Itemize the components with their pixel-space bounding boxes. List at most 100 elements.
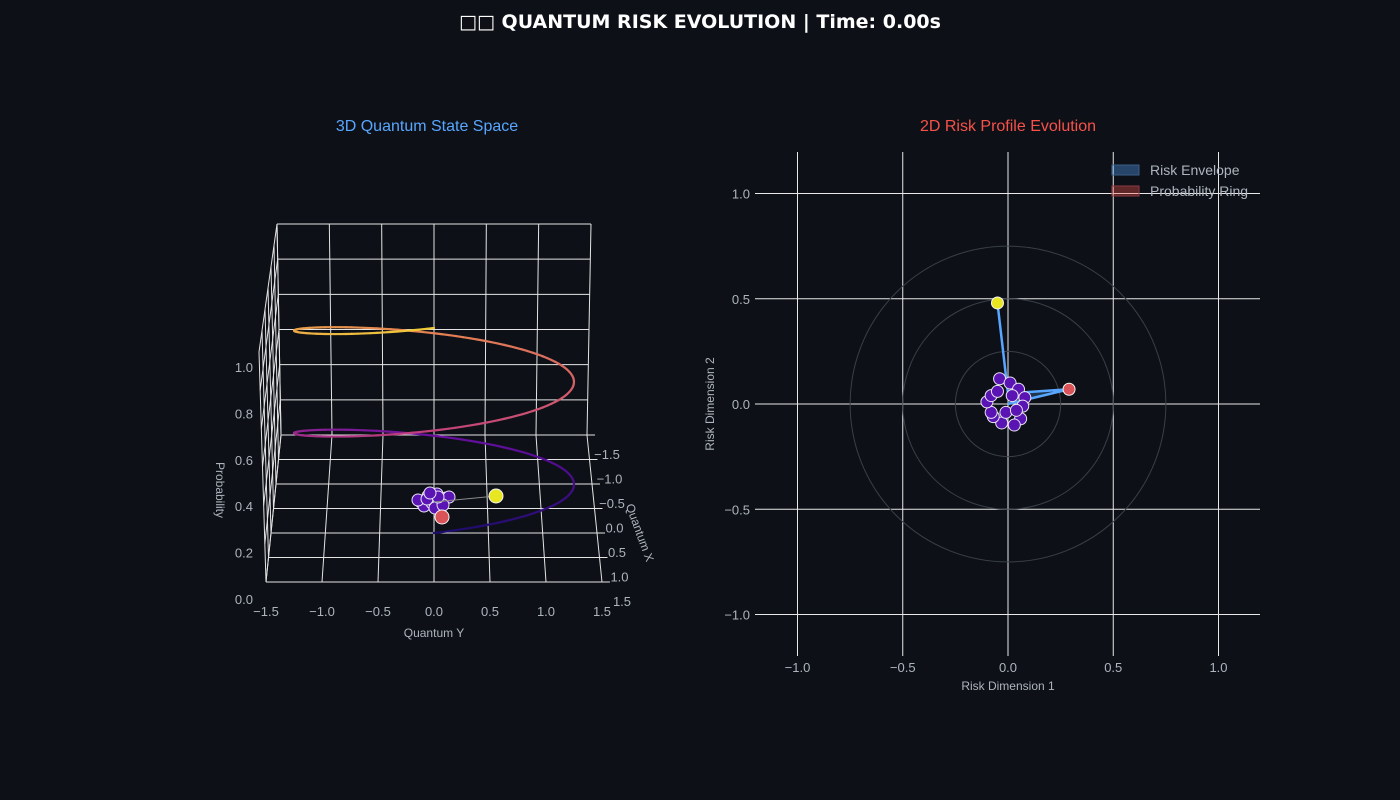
risk-envelope — [996, 302, 1071, 406]
y-tick-label: 0.5 — [481, 604, 499, 619]
helix-segment — [469, 337, 479, 341]
y-tick-label: 1.0 — [537, 604, 555, 619]
helix-segment — [410, 328, 421, 332]
probability-ring — [902, 298, 1114, 510]
helix-segment — [454, 425, 465, 429]
leftwall-gridline — [276, 223, 282, 436]
helix-segment — [483, 339, 493, 344]
helix-segment — [489, 419, 499, 423]
y-tick-label: −1.5 — [253, 604, 279, 619]
z-axis-title: Probability — [213, 462, 227, 518]
leftwall-gridline — [264, 309, 272, 534]
red-point — [1062, 382, 1076, 396]
x-tick-label: 0.0 — [999, 660, 1017, 675]
legend-swatch-envelope — [1111, 164, 1140, 176]
particle-point — [1007, 418, 1021, 432]
helix-segment — [403, 329, 414, 333]
x-tick-label: 1.0 — [1209, 660, 1227, 675]
x-tick-label: 1.5 — [613, 594, 631, 609]
legend-label-envelope: Risk Envelope — [1150, 162, 1240, 178]
z-tick-label: 0.4 — [235, 499, 253, 514]
helix-segment — [418, 330, 428, 334]
chart-3d-state-space: 3D Quantum State Space −1.5 −1.0 −0.5 0.0 0.5… — [213, 118, 657, 640]
helix-segment — [410, 430, 421, 434]
helix-segment — [418, 327, 428, 331]
helix-segment — [418, 430, 428, 434]
y-axis-title: Risk Dimension 2 — [703, 357, 717, 451]
particle-point — [1009, 403, 1023, 417]
legend-swatch-ring — [1111, 185, 1140, 197]
y-tick-label: 0.0 — [425, 604, 443, 619]
x-tick-label: 0.0 — [605, 521, 623, 536]
helix-segment — [432, 332, 443, 336]
chart-3d-title: 3D Quantum State Space — [336, 118, 518, 135]
x-tick-label: −1.0 — [785, 660, 811, 675]
y-tick-label: 1.5 — [593, 604, 611, 619]
z-tick-label: 1.0 — [235, 360, 253, 375]
helix-segment — [389, 432, 399, 436]
helix-segment — [462, 526, 472, 531]
helix-segment — [483, 420, 493, 425]
helix-segment — [469, 423, 479, 427]
helix-segment — [432, 531, 443, 535]
z-tick-label: 0.2 — [235, 546, 253, 561]
legend-label-ring: Probability Ring — [1150, 183, 1248, 199]
helix-segment — [476, 421, 486, 426]
probability-ring — [954, 350, 1062, 458]
helix-segment — [476, 524, 486, 528]
x-axis-title: Quantum X — [623, 502, 657, 564]
helix-segment — [396, 432, 406, 436]
x-tick-label: 1.0 — [610, 570, 628, 585]
leftwall-gridline — [273, 245, 279, 460]
helix-segment — [476, 338, 486, 342]
helix-segment — [447, 426, 458, 430]
y-tick-label: −0.5 — [365, 604, 391, 619]
main-title: □□ QUANTUM RISK EVOLUTION | Time: 0.00s — [459, 11, 941, 33]
x-tick-label: −1.5 — [594, 447, 620, 462]
helix-segment — [425, 331, 436, 335]
particle-point — [999, 405, 1013, 419]
x-tick-label: −0.5 — [890, 660, 916, 675]
helix-segment — [447, 436, 458, 440]
helix-segment — [440, 435, 450, 439]
helix-segment — [425, 429, 436, 433]
yellow-point — [990, 296, 1004, 310]
helix-segment — [462, 336, 472, 340]
x-tick-label: −0.5 — [599, 496, 625, 511]
helix-segment — [489, 443, 499, 448]
x-tick-label: −1.0 — [597, 472, 623, 487]
helix-segment — [462, 424, 472, 428]
helix-segment — [447, 333, 458, 338]
leftwall-gridline — [258, 351, 267, 583]
z-tick-label: 0.6 — [235, 453, 253, 468]
leftwall-gridline — [267, 287, 274, 509]
particle-point — [990, 384, 1004, 398]
helix-segment — [403, 431, 414, 435]
chart-2d-risk-profile: 2D Risk Profile Evolution −1.0 −1.0 −0.5 −0.… — [703, 118, 1260, 693]
helix-segment — [476, 440, 486, 445]
helix-segment — [483, 523, 493, 527]
helix-segment — [389, 328, 399, 331]
z-tick-label: 0.0 — [235, 592, 253, 607]
y-tick-label: 0.5 — [732, 292, 750, 307]
yellow-point — [488, 488, 504, 504]
probability-ring — [849, 245, 1167, 563]
helix-segment — [489, 340, 499, 345]
helix-segment — [389, 430, 399, 434]
helix-segment — [469, 525, 479, 530]
x-axis-title: Risk Dimension 1 — [961, 679, 1055, 693]
helix-segment — [440, 333, 450, 337]
particle-point — [423, 486, 437, 500]
chart-2d-title: 2D Risk Profile Evolution — [920, 118, 1096, 135]
leftwall-gridline — [261, 330, 269, 558]
x-tick-label: 0.5 — [608, 545, 626, 560]
helix-segment — [432, 428, 443, 432]
y-tick-label: 1.0 — [732, 187, 750, 202]
y-axis-title: Quantum Y — [404, 626, 464, 640]
y-tick-label: 0.0 — [732, 397, 750, 412]
helix-segment — [432, 434, 443, 438]
helix-segment — [389, 330, 399, 334]
x-tick-label: 0.5 — [1104, 660, 1122, 675]
helix-segment — [440, 427, 450, 431]
